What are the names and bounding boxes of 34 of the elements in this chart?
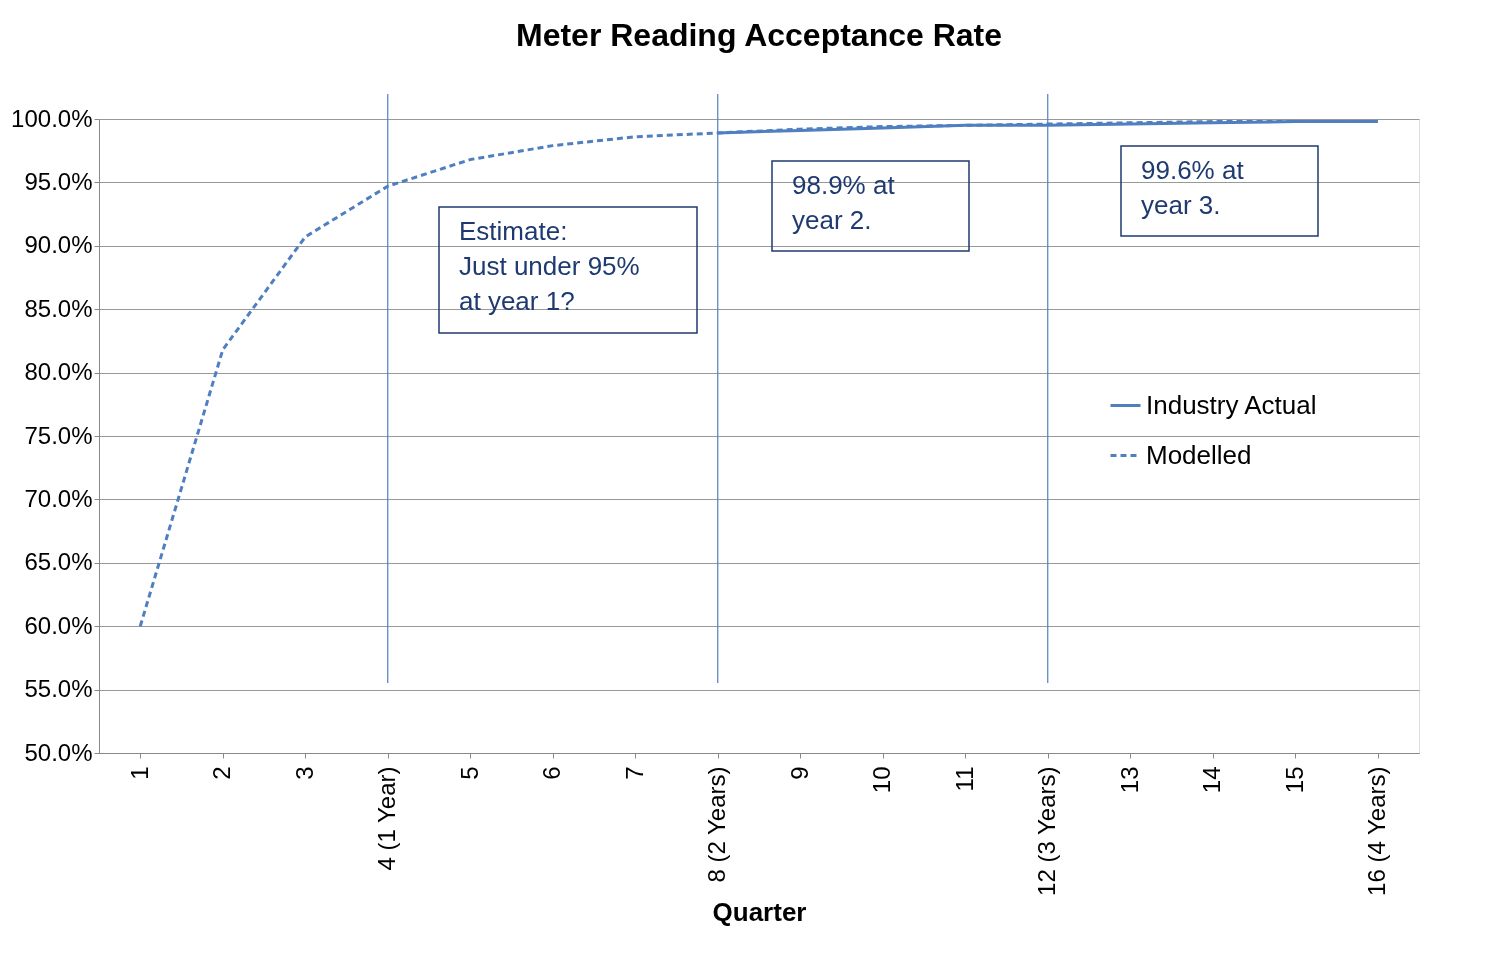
y-tick-label: 95.0% — [24, 167, 93, 195]
x-axis-title: Quarter — [712, 897, 807, 928]
x-tick-label: 12 (3 Years) — [1033, 766, 1061, 896]
x-tick-label: 2 — [208, 766, 236, 780]
y-tick-label: 85.0% — [24, 294, 93, 322]
legend-label: Modelled — [1146, 439, 1252, 470]
x-tick-label: 13 — [1115, 766, 1143, 794]
x-tick-label: 1 — [125, 766, 153, 780]
x-tick-label: 15 — [1280, 766, 1308, 794]
y-tick-label: 50.0% — [24, 738, 93, 766]
x-tick-label: 10 — [868, 766, 896, 794]
x-tick-label: 8 (2 Years) — [703, 766, 731, 883]
y-tick-label: 55.0% — [24, 675, 93, 703]
y-tick-label: 100.0% — [11, 104, 93, 132]
x-tick-label: 3 — [290, 766, 318, 780]
x-tick-label: 11 — [950, 766, 978, 792]
x-tick-label: 14 — [1198, 766, 1226, 794]
y-tick-label: 70.0% — [24, 484, 93, 512]
y-tick-label: 80.0% — [24, 358, 93, 386]
x-tick-label: 6 — [538, 766, 566, 780]
x-tick-label: 9 — [785, 766, 813, 780]
y-tick-label: 65.0% — [24, 548, 93, 576]
legend-label: Industry Actual — [1146, 389, 1317, 420]
annotation: Estimate: Just under 95% at year 1? — [459, 216, 640, 316]
x-tick-label: 4 (1 Year) — [373, 766, 401, 871]
x-tick-label: 5 — [455, 766, 483, 780]
chart-title: Meter Reading Acceptance Rate — [515, 17, 1003, 54]
x-tick-label: 16 (4 Years) — [1363, 766, 1391, 896]
y-tick-label: 60.0% — [24, 611, 93, 639]
y-tick-label: 90.0% — [24, 231, 93, 259]
x-tick-label: 7 — [620, 766, 648, 780]
annotation: 98.9% at year 2. — [792, 170, 896, 235]
annotation: 99.6% at year 3. — [1141, 155, 1245, 220]
y-tick-label: 75.0% — [24, 421, 93, 449]
